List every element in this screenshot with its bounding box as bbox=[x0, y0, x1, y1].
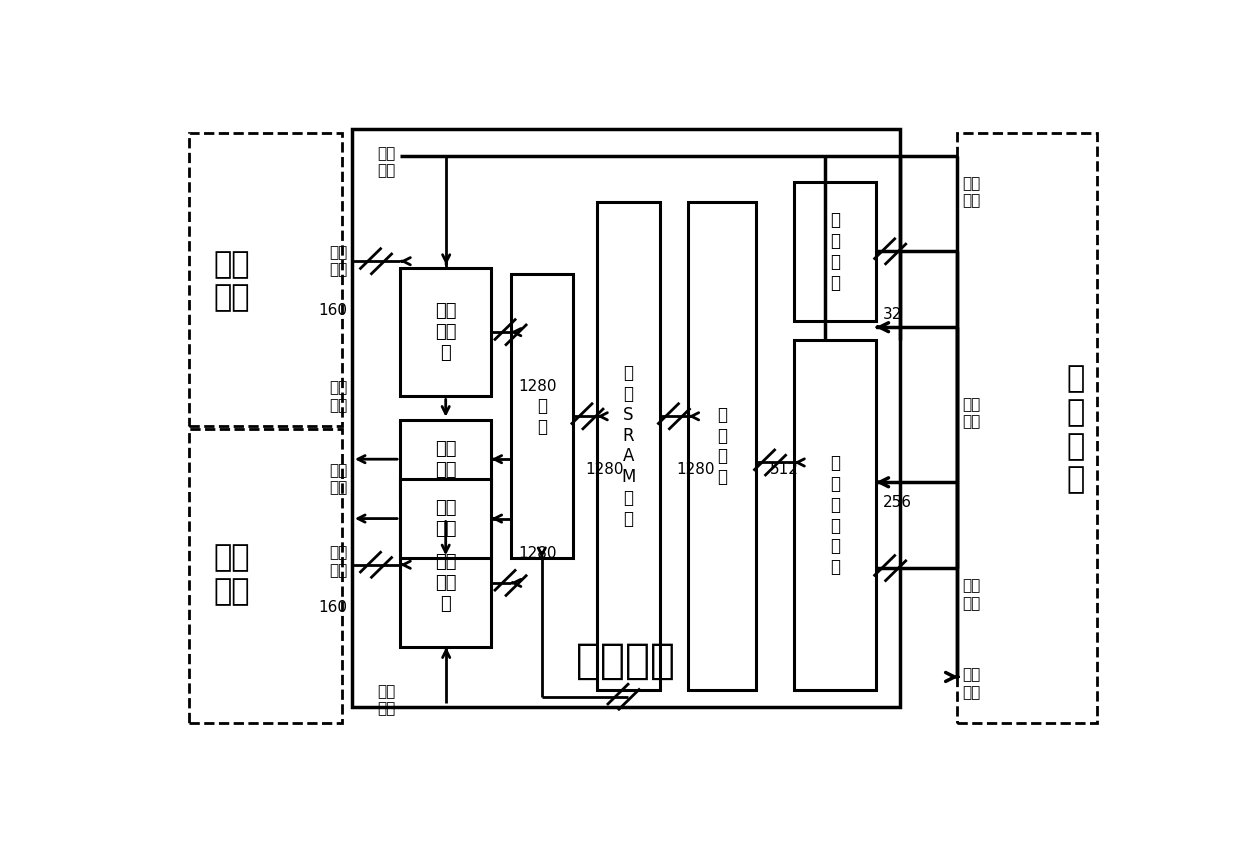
Text: 压缩模块: 压缩模块 bbox=[575, 639, 676, 681]
Text: 数据
控制: 数据 控制 bbox=[962, 176, 981, 208]
Text: 地址
控制: 地址 控制 bbox=[962, 668, 981, 700]
Text: 仲
裁: 仲 裁 bbox=[537, 397, 547, 435]
Bar bbox=[188, 133, 342, 426]
Bar bbox=[794, 182, 875, 321]
Text: 160: 160 bbox=[319, 303, 347, 318]
Text: 数据
总线: 数据 总线 bbox=[329, 245, 347, 278]
Text: 输入
有效: 输入 有效 bbox=[377, 684, 396, 716]
Text: 1280: 1280 bbox=[518, 546, 557, 561]
Bar bbox=[596, 202, 660, 690]
Text: 压缩
块形
成: 压缩 块形 成 bbox=[435, 553, 456, 613]
Text: 数据
总线: 数据 总线 bbox=[962, 397, 981, 429]
Bar bbox=[188, 429, 342, 723]
Bar bbox=[401, 268, 491, 397]
Bar bbox=[401, 518, 491, 647]
Bar bbox=[511, 274, 573, 558]
Text: 256: 256 bbox=[883, 494, 911, 510]
Text: 地
址
生
成: 地 址 生 成 bbox=[830, 211, 839, 291]
Bar bbox=[401, 420, 491, 499]
Text: 处理
内核: 处理 内核 bbox=[213, 543, 250, 606]
Text: 1280: 1280 bbox=[518, 379, 557, 394]
Text: 输入
使能: 输入 使能 bbox=[329, 381, 347, 413]
Text: 1280: 1280 bbox=[676, 462, 714, 476]
Text: 1280: 1280 bbox=[585, 462, 624, 476]
Text: 输入
控制: 输入 控制 bbox=[435, 499, 456, 538]
Text: 32: 32 bbox=[883, 307, 901, 321]
Text: 输入
控制: 输入 控制 bbox=[435, 440, 456, 478]
Text: 压
缩
内
核: 压 缩 内 核 bbox=[717, 405, 727, 486]
Text: 视频
输入: 视频 输入 bbox=[213, 249, 250, 312]
Bar bbox=[401, 479, 491, 558]
Text: 片
外
缓
存: 片 外 缓 存 bbox=[1066, 364, 1085, 494]
Text: 160: 160 bbox=[319, 600, 347, 615]
Text: 512: 512 bbox=[770, 462, 799, 476]
Bar bbox=[688, 202, 755, 690]
Bar bbox=[352, 129, 900, 707]
Bar bbox=[794, 340, 875, 690]
Text: 数据
总线: 数据 总线 bbox=[329, 545, 347, 578]
Text: 输入
使能: 输入 使能 bbox=[329, 463, 347, 495]
Text: 码
流
输
出
控
制: 码 流 输 出 控 制 bbox=[830, 454, 839, 576]
Bar bbox=[957, 133, 1096, 723]
Text: 输入
有效: 输入 有效 bbox=[377, 146, 396, 178]
Text: 压缩
块形
成: 压缩 块形 成 bbox=[435, 303, 456, 362]
Text: 第
一
S
R
A
M
缓
存: 第 一 S R A M 缓 存 bbox=[621, 364, 635, 528]
Text: 地址
总线: 地址 总线 bbox=[962, 578, 981, 611]
